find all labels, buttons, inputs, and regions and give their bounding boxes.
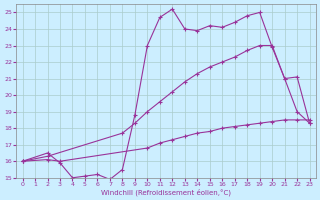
X-axis label: Windchill (Refroidissement éolien,°C): Windchill (Refroidissement éolien,°C) <box>101 188 231 196</box>
